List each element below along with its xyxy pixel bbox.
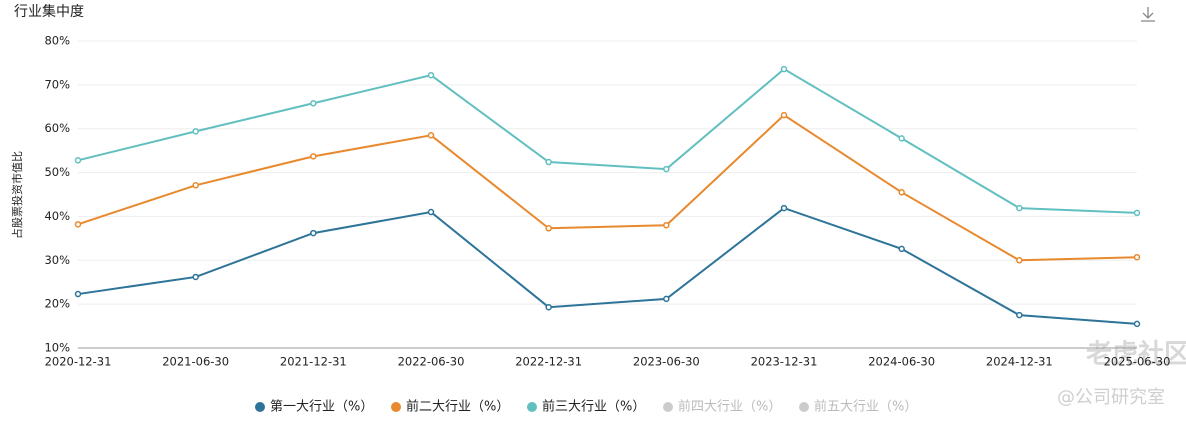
data-point — [545, 225, 552, 232]
watermark: @公司研究室 — [1057, 387, 1165, 408]
data-point — [545, 303, 552, 311]
y-axis-label: 占股票投资市值比 — [10, 151, 24, 239]
data-point — [780, 65, 788, 73]
data-point — [898, 189, 905, 196]
legend-swatch — [255, 402, 265, 412]
chart-title: 行业集中度 — [14, 3, 84, 20]
legend-item[interactable]: 前五大行业（%） — [799, 399, 917, 415]
data-point — [1133, 320, 1141, 328]
download-icon — [1141, 7, 1155, 22]
watermark: 老虎社区 — [1086, 339, 1186, 370]
legend-label: 前二大行业（%） — [406, 399, 509, 415]
y-tick-label: 20% — [44, 297, 70, 311]
data-point — [1016, 204, 1023, 212]
legend-item[interactable]: 第一大行业（%） — [255, 400, 373, 415]
y-tick-label: 80% — [44, 34, 70, 48]
legend-item[interactable]: 前二大行业（%） — [391, 399, 509, 415]
x-tick-label: 2023-06-30 — [633, 355, 700, 369]
data-point — [427, 71, 435, 79]
series-line — [77, 206, 1138, 325]
legend-swatch — [799, 402, 809, 412]
data-point — [192, 273, 199, 281]
x-tick-label: 2022-06-30 — [398, 355, 465, 369]
legend-label: 第一大行业（%） — [270, 400, 373, 415]
x-tick-label: 2024-12-31 — [986, 355, 1053, 369]
data-point — [780, 204, 788, 212]
y-tick-label: 30% — [44, 253, 70, 267]
data-point — [310, 100, 317, 107]
legend-item[interactable]: 前四大行业（%） — [663, 399, 781, 415]
legend-item[interactable]: 前三大行业（%） — [527, 399, 645, 415]
legend-label: 前五大行业（%） — [814, 399, 917, 415]
x-tick-label: 2021-12-31 — [280, 355, 347, 369]
legend-swatch — [391, 402, 401, 412]
legend-label: 前四大行业（%） — [678, 399, 781, 415]
y-tick-label: 50% — [44, 165, 70, 179]
x-tick-label: 2025-06-30 — [1104, 355, 1171, 369]
x-tick-label: 2022-12-31 — [515, 355, 582, 369]
data-point — [1133, 209, 1141, 217]
y-tick-label: 40% — [44, 209, 70, 223]
data-point — [663, 295, 670, 303]
download-button[interactable] — [1141, 7, 1155, 22]
legend-swatch — [527, 402, 537, 412]
data-point — [310, 153, 317, 160]
data-point — [898, 245, 905, 253]
data-point — [663, 221, 670, 229]
data-point — [898, 135, 905, 142]
series-line — [77, 67, 1138, 214]
legend-swatch — [663, 402, 673, 412]
legend-label: 前三大行业（%） — [542, 399, 645, 415]
data-point — [1016, 257, 1023, 264]
data-point — [1016, 311, 1023, 319]
data-point — [74, 157, 82, 164]
y-tick-label: 10% — [44, 341, 70, 355]
x-tick-label: 2024-06-30 — [868, 355, 935, 369]
data-point — [545, 158, 552, 166]
data-point — [192, 182, 199, 189]
x-tick-label: 2021-06-30 — [162, 355, 229, 369]
data-point — [663, 165, 670, 173]
data-point — [74, 221, 82, 228]
x-tick-label: 2023-12-31 — [751, 355, 818, 369]
y-tick-label: 60% — [44, 121, 70, 135]
data-point — [780, 111, 788, 119]
data-point — [1133, 253, 1141, 261]
x-tick-label: 2020-12-31 — [45, 355, 112, 369]
data-point — [427, 208, 435, 216]
series-line — [77, 113, 1138, 262]
data-point — [74, 290, 82, 298]
data-point — [427, 132, 435, 139]
y-tick-label: 70% — [44, 77, 70, 91]
data-point — [310, 229, 317, 237]
data-point — [192, 128, 199, 135]
